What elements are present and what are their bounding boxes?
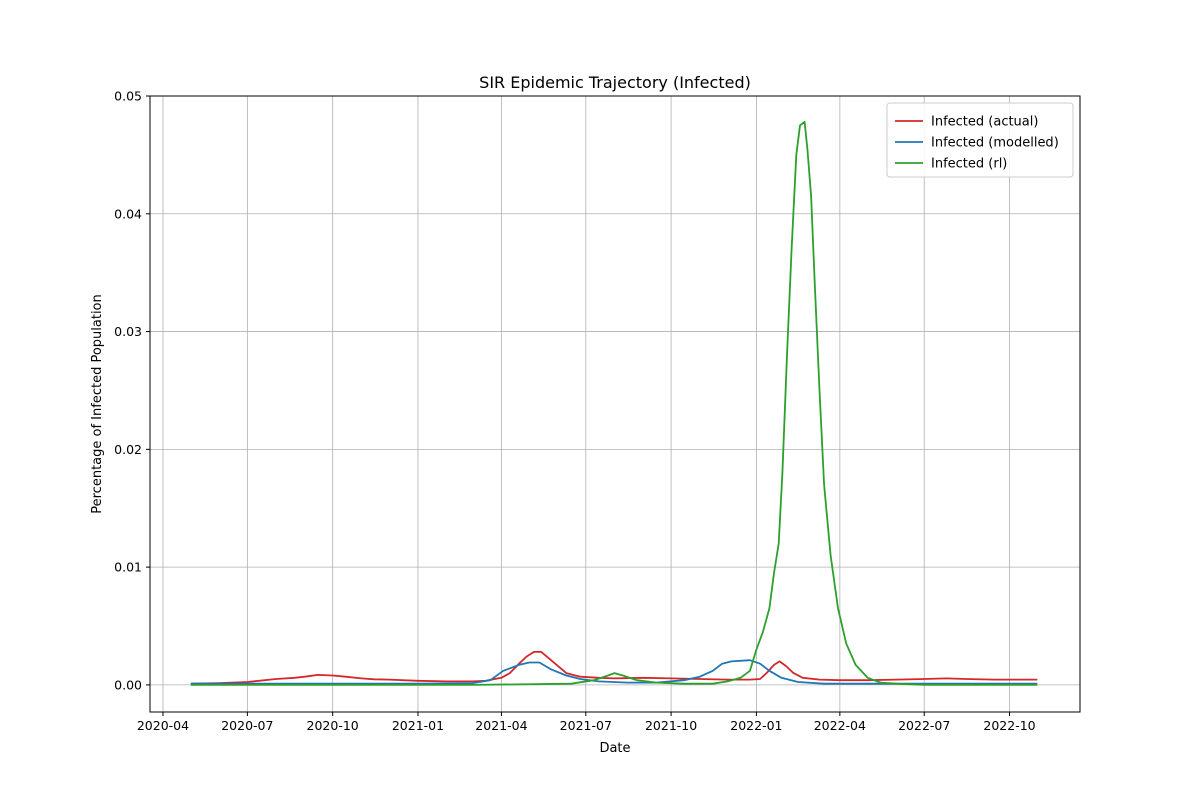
x-tick-label: 2020-10 (307, 718, 359, 733)
y-axis-label: Percentage of Infected Population (90, 294, 105, 514)
y-tick-label: 0.00 (114, 677, 142, 692)
x-axis-label: Date (599, 741, 630, 756)
x-tick-label: 2022-01 (730, 718, 782, 733)
legend-label-1: Infected (modelled) (931, 136, 1059, 151)
y-axis: 0.00 0.01 0.02 0.03 0.04 0.05 (114, 89, 150, 692)
series-line-0 (190, 651, 1038, 685)
x-tick-label: 2021-04 (475, 718, 527, 733)
series-line-1 (190, 659, 1038, 685)
legend-label-2: Infected (rl) (931, 157, 1007, 172)
y-tick-label: 0.04 (114, 206, 142, 221)
series-layer (190, 121, 1038, 686)
x-tick-label: 2022-04 (814, 718, 866, 733)
y-tick-label: 0.02 (114, 442, 142, 457)
x-tick-label: 2020-07 (221, 718, 273, 733)
y-tick-label: 0.01 (114, 560, 142, 575)
grid (150, 95, 1080, 712)
x-tick-label: 2021-10 (645, 718, 697, 733)
chart-title: SIR Epidemic Trajectory (Infected) (479, 73, 751, 92)
x-tick-label: 2021-01 (392, 718, 444, 733)
y-tick-label: 0.05 (114, 89, 142, 104)
legend: Infected (actual) Infected (modelled) Infe… (886, 102, 1074, 178)
legend-box (886, 102, 1074, 178)
legend-label-0: Infected (actual) (931, 115, 1038, 130)
series-line-2 (190, 121, 1038, 686)
y-tick-label: 0.03 (114, 324, 142, 339)
plot-frame (149, 95, 1081, 713)
x-tick-label: 2022-10 (983, 718, 1035, 733)
x-tick-label: 2021-07 (560, 718, 612, 733)
x-tick-label: 2020-04 (137, 718, 189, 733)
x-tick-label: 2022-07 (898, 718, 950, 733)
x-axis: 2020-04 2020-07 2020-10 2021-01 2021-04 2021-… (137, 712, 1036, 733)
